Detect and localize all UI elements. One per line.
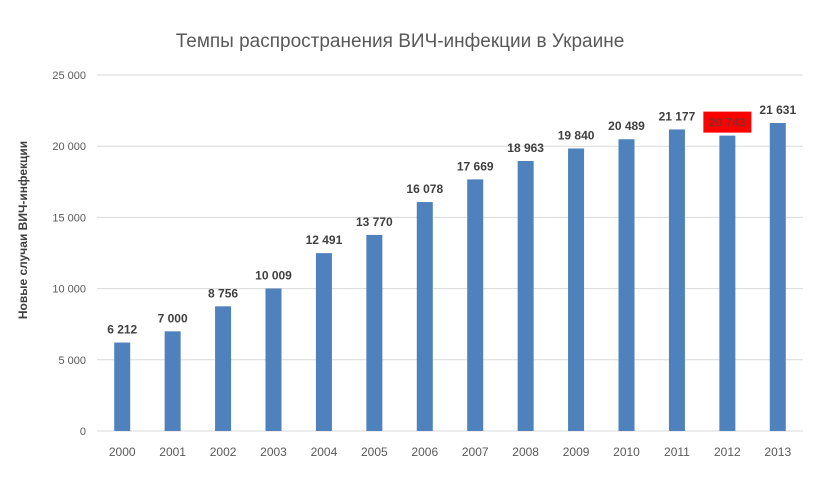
- data-label: 10 009: [255, 268, 292, 282]
- y-tick-label: 20 000: [52, 141, 86, 153]
- bar-2013: [769, 122, 786, 432]
- bar-2002: [215, 306, 232, 431]
- bar-2004: [315, 253, 332, 431]
- bar-2006: [416, 202, 433, 431]
- data-label: 13 770: [356, 215, 393, 229]
- bar-2003: [265, 288, 282, 431]
- x-tick-label: 2002: [210, 445, 237, 459]
- data-label: 7 000: [158, 311, 188, 325]
- x-tick-label: 2004: [311, 445, 338, 459]
- data-label: 12 491: [306, 233, 343, 247]
- chart-title: Темпы распространения ВИЧ-инфекции в Укр…: [176, 31, 625, 52]
- bar-2000: [114, 342, 131, 431]
- data-label: 21 631: [759, 103, 796, 117]
- bar-2011: [668, 129, 685, 431]
- bar-2005: [366, 234, 383, 431]
- data-label: 18 963: [507, 141, 544, 155]
- y-tick-label: 5 000: [58, 355, 86, 367]
- bar-2001: [164, 331, 181, 431]
- data-label: 6 212: [107, 323, 137, 337]
- x-tick-label: 2001: [159, 445, 186, 459]
- y-tick-label: 10 000: [52, 284, 86, 296]
- bar-2009: [568, 148, 585, 431]
- x-tick-label: 2013: [764, 445, 791, 459]
- bar-2010: [618, 139, 635, 431]
- x-tick-label: 2008: [512, 445, 539, 459]
- data-label: 20 743: [709, 116, 746, 130]
- highlight-box: [703, 111, 752, 133]
- data-label: 17 669: [457, 159, 494, 173]
- y-tick-label: 0: [80, 426, 86, 438]
- x-tick-label: 2000: [109, 445, 136, 459]
- data-label: 19 840: [558, 128, 595, 142]
- x-tick-label: 2012: [714, 445, 741, 459]
- data-label: 20 489: [608, 119, 645, 133]
- bar-2008: [517, 160, 534, 432]
- y-tick-label: 15 000: [52, 212, 86, 224]
- y-axis-label: Новые случаи ВИЧ-инфекции: [16, 141, 30, 319]
- x-tick-label: 2007: [462, 445, 489, 459]
- x-tick-label: 2011: [664, 445, 690, 459]
- x-tick-label: 2003: [260, 445, 287, 459]
- x-tick-label: 2009: [563, 445, 590, 459]
- bar-2007: [467, 179, 484, 431]
- x-tick-label: 2006: [411, 445, 438, 459]
- x-tick-label: 2005: [361, 445, 388, 459]
- data-label: 21 177: [659, 109, 696, 123]
- x-tick-label: 2010: [613, 445, 640, 459]
- data-label: 16 078: [406, 182, 443, 196]
- bar-2012: [719, 135, 736, 431]
- data-label: 8 756: [208, 286, 238, 300]
- y-tick-label: 25 000: [52, 70, 86, 82]
